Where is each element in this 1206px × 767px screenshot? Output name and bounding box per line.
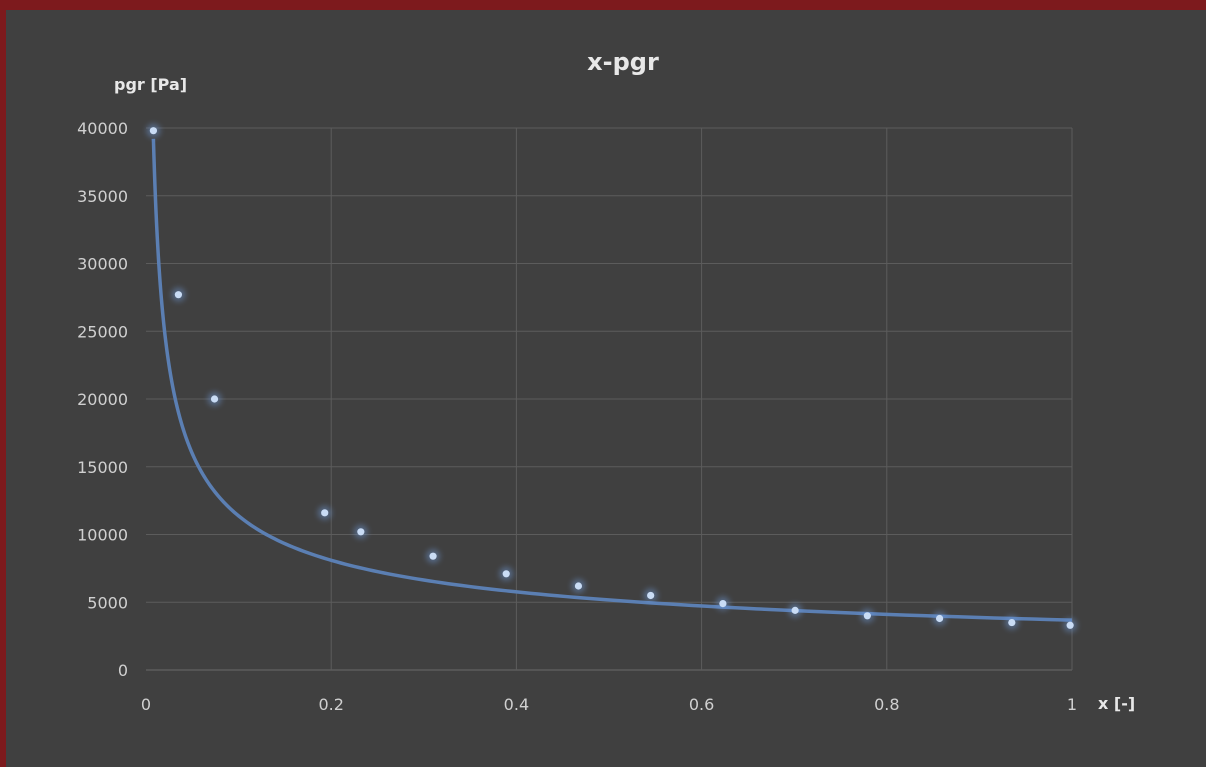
data-point bbox=[1063, 618, 1078, 633]
data-point-marker bbox=[357, 528, 365, 536]
tick-labels: 0 5000 10000 15000 20000 25000 30000 35000 40000… bbox=[77, 119, 1077, 714]
data-point bbox=[426, 549, 441, 564]
data-point bbox=[171, 287, 186, 302]
data-point bbox=[317, 505, 332, 520]
x-tick-label: 0.6 bbox=[689, 695, 714, 714]
data-point bbox=[207, 392, 222, 406]
data-point-marker bbox=[149, 127, 158, 135]
data-point-marker bbox=[502, 570, 510, 578]
x-tick-label: 0.2 bbox=[318, 695, 343, 714]
y-tick-label: 20000 bbox=[77, 390, 128, 409]
data-points bbox=[146, 123, 1078, 633]
data-point-marker bbox=[1066, 621, 1074, 629]
data-point-marker bbox=[1008, 618, 1016, 627]
y-tick-label: 25000 bbox=[77, 322, 128, 341]
x-tick-label: 1 bbox=[1067, 695, 1077, 714]
y-tick-label: 35000 bbox=[77, 187, 128, 206]
y-tick-label: 30000 bbox=[77, 255, 128, 274]
data-point-marker bbox=[574, 582, 583, 590]
data-point bbox=[643, 588, 658, 603]
data-point bbox=[499, 566, 514, 581]
data-point bbox=[932, 611, 947, 626]
gridlines bbox=[146, 127, 1073, 671]
data-point-marker bbox=[791, 606, 799, 614]
data-point-marker bbox=[321, 509, 329, 517]
x-tick-label: 0.8 bbox=[874, 695, 899, 714]
y-tick-label: 10000 bbox=[77, 526, 128, 545]
data-point bbox=[146, 123, 161, 138]
y-tick-label: 0 bbox=[118, 661, 128, 680]
trendline bbox=[151, 138, 1073, 622]
data-point bbox=[353, 524, 368, 539]
data-point-marker bbox=[210, 395, 219, 403]
data-point bbox=[571, 578, 586, 593]
chart-title: x-pgr bbox=[587, 48, 659, 76]
x-tick-label: 0 bbox=[141, 695, 151, 714]
trendline-layer bbox=[151, 138, 1073, 622]
x-axis-title: x [-] bbox=[1098, 694, 1135, 713]
data-point-marker bbox=[863, 612, 871, 620]
data-point bbox=[788, 603, 803, 618]
data-point-marker bbox=[174, 291, 183, 299]
data-point-marker bbox=[719, 600, 727, 608]
x-tick-label: 0.4 bbox=[504, 695, 529, 714]
y-tick-label: 15000 bbox=[77, 458, 128, 477]
y-tick-label: 40000 bbox=[77, 119, 128, 138]
data-point-marker bbox=[647, 591, 655, 600]
data-point bbox=[860, 608, 875, 623]
y-axis-title: pgr [Pa] bbox=[114, 75, 187, 94]
data-point-marker bbox=[429, 552, 437, 560]
data-point bbox=[1004, 615, 1019, 630]
data-point bbox=[715, 596, 730, 611]
y-tick-label: 5000 bbox=[87, 593, 128, 612]
data-point-marker bbox=[935, 614, 944, 623]
scatter-chart: x-pgr pgr [Pa] x [-] 0 5000 10000 15000 2000… bbox=[77, 48, 1135, 714]
